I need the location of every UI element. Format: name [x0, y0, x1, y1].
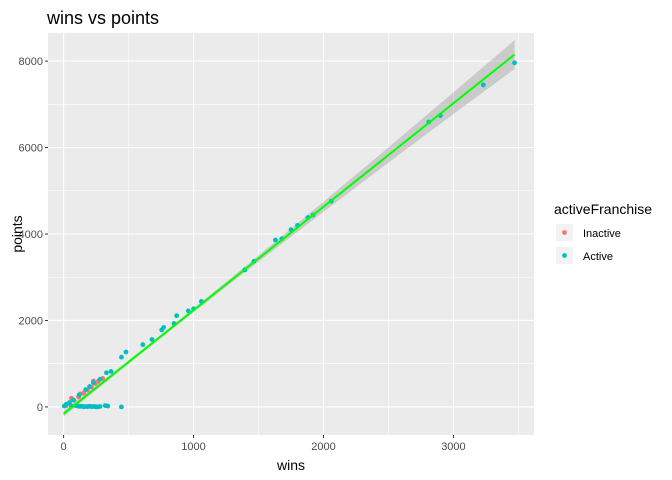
- legend-entries: Inactive Active: [556, 224, 621, 264]
- legend: activeFranchise Inactive Active: [554, 201, 652, 264]
- data-point: [161, 324, 167, 330]
- data-point: [87, 384, 92, 389]
- y-tick-label: 0: [37, 402, 43, 414]
- data-point: [480, 82, 486, 88]
- data-point: [97, 404, 103, 409]
- data-point: [104, 370, 109, 376]
- data-point: [119, 354, 124, 360]
- data-point: [185, 308, 191, 314]
- data-point: [97, 376, 103, 382]
- x-axis-ticks: 0 1000 2000 3000: [61, 435, 466, 453]
- data-point: [70, 397, 76, 403]
- y-axis-title: points: [9, 215, 25, 252]
- y-tick-label: 4000: [19, 229, 43, 241]
- x-tick-label: 3000: [441, 441, 465, 453]
- data-point: [83, 387, 89, 393]
- y-tick-label: 2000: [19, 315, 43, 327]
- legend-item-inactive: Inactive: [556, 224, 621, 241]
- data-point: [91, 380, 96, 386]
- major-gridlines: [48, 33, 534, 435]
- data-point: [512, 60, 517, 66]
- legend-label: Active: [583, 251, 613, 263]
- legend-item-active: Active: [556, 247, 613, 264]
- data-point: [140, 342, 146, 348]
- legend-label: Inactive: [583, 228, 621, 240]
- y-tick-label: 6000: [19, 143, 43, 155]
- legend-title: activeFranchise: [554, 201, 652, 217]
- confidence-band: [63, 40, 515, 417]
- x-tick-label: 1000: [181, 441, 205, 453]
- data-point: [76, 392, 82, 398]
- data-point: [273, 237, 278, 243]
- data-point: [123, 349, 129, 355]
- x-tick-label: 2000: [311, 441, 335, 453]
- data-point: [174, 313, 180, 319]
- data-point: [149, 337, 155, 342]
- data-point: [108, 369, 114, 374]
- data-point: [105, 403, 111, 409]
- legend-key-point: [562, 253, 567, 258]
- data-point: [119, 404, 124, 410]
- legend-key-point: [562, 230, 567, 235]
- regression-line: [62, 53, 516, 415]
- y-tick-label: 8000: [19, 56, 43, 68]
- y-axis-ticks: 0 2000 4000 6000 8000: [19, 56, 48, 414]
- x-axis-title: wins: [276, 457, 305, 473]
- chart-title: wins vs points: [46, 8, 159, 28]
- x-tick-label: 0: [61, 441, 67, 453]
